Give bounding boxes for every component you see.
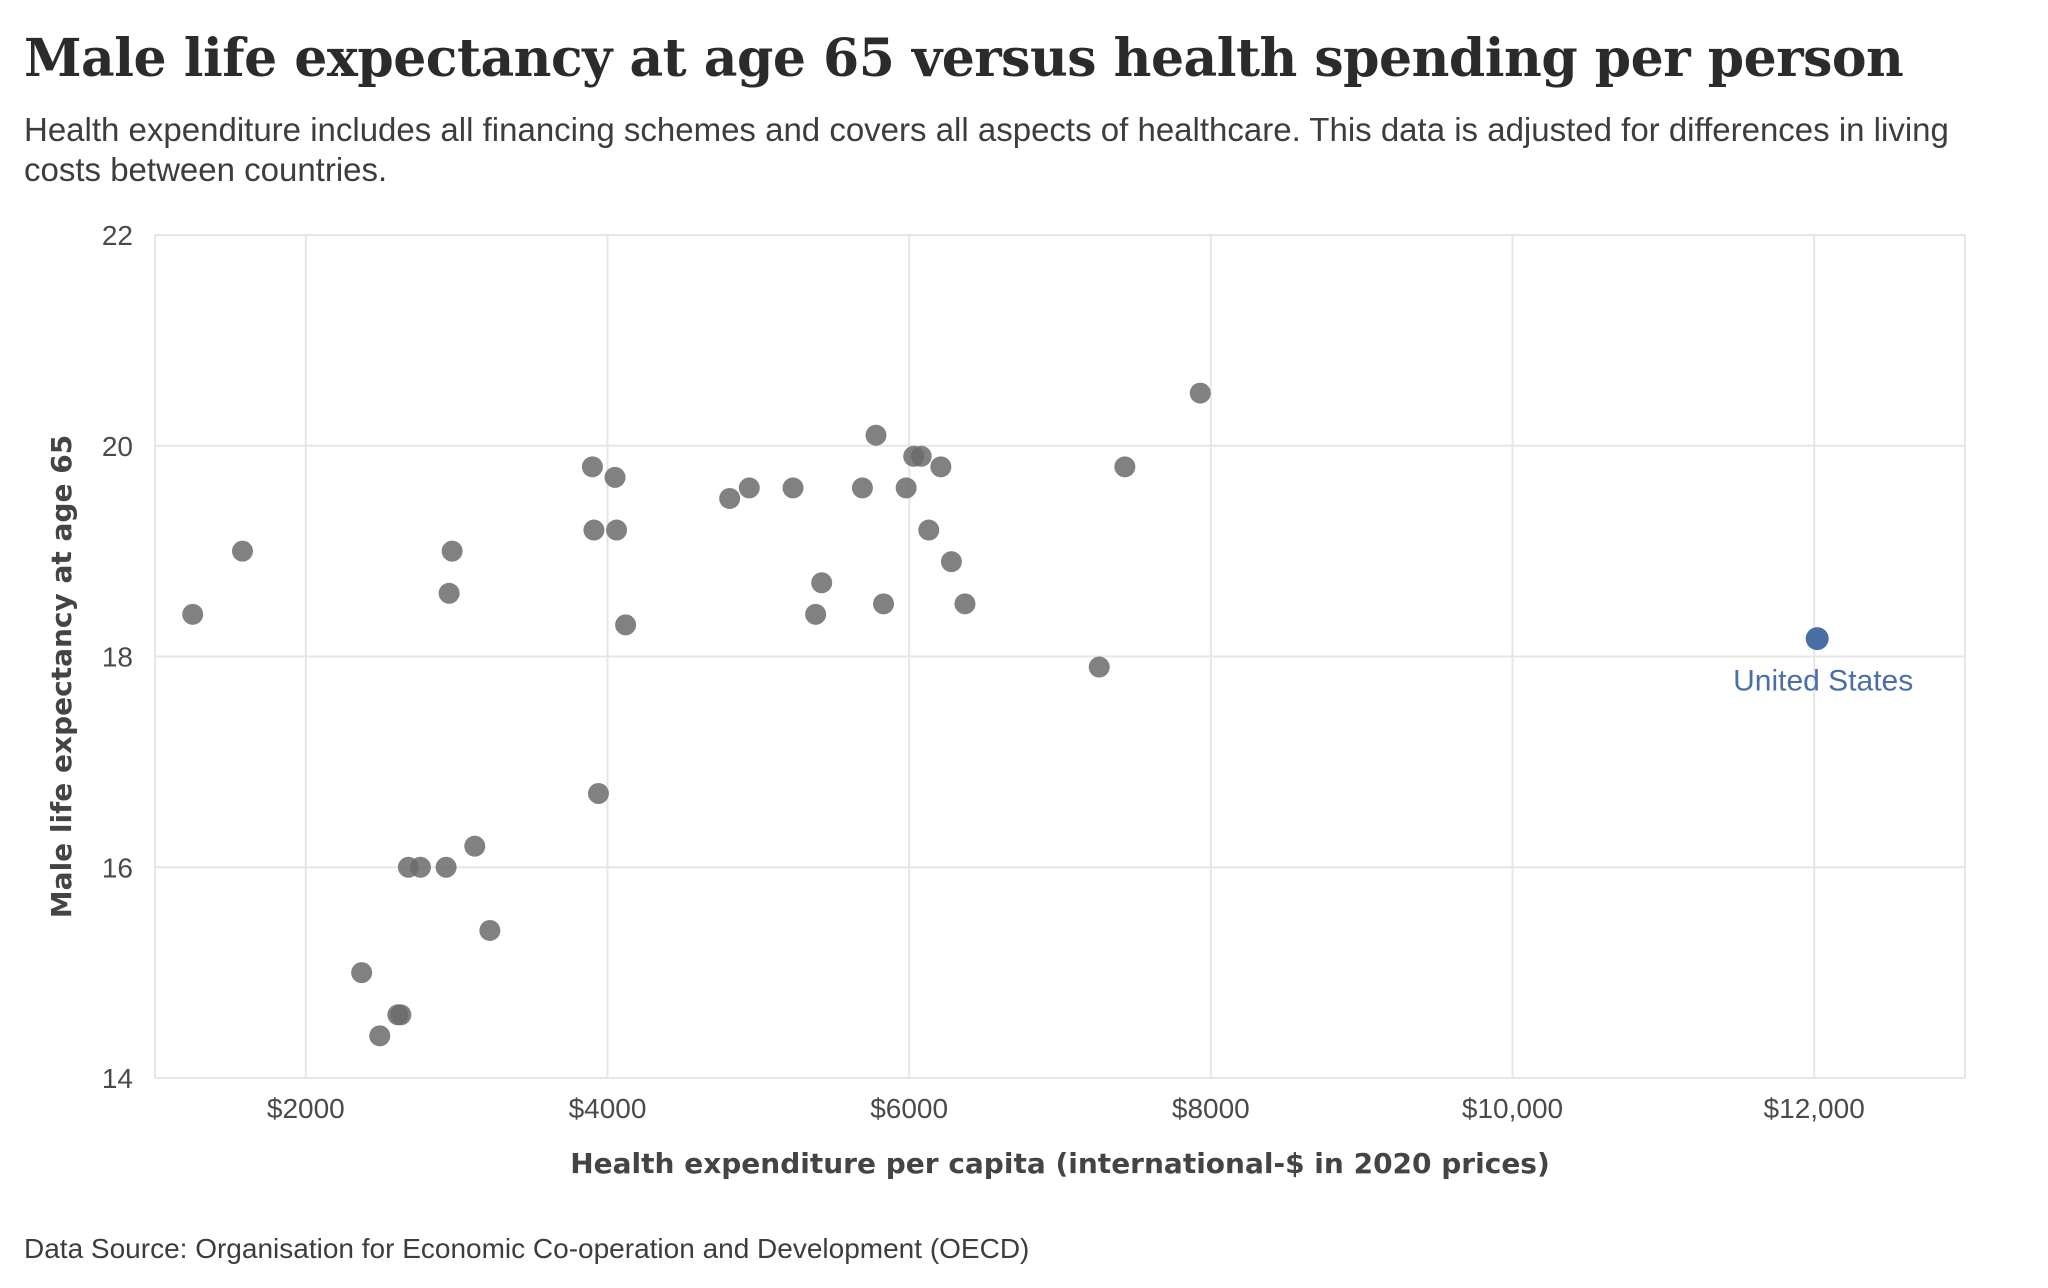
y-axis-title: Male life expectancy at age 65 xyxy=(45,435,78,918)
data-point[interactable] xyxy=(587,782,609,804)
data-point[interactable] xyxy=(873,593,895,615)
point-label: United States xyxy=(1733,665,1913,698)
data-point[interactable] xyxy=(581,456,603,478)
axis-ticks: 14 16 18 20 22 $2000 $4000 $6000 $8000 $10,000 $12… xyxy=(102,220,1865,1124)
x-axis-title: Health expenditure per capita (internati… xyxy=(570,1147,1550,1180)
data-point[interactable] xyxy=(441,540,463,562)
scatter-chart: 14 16 18 20 22 $2000 $4000 $6000 $8000 $10,000 $12… xyxy=(45,220,1966,1180)
y-tick-label: 14 xyxy=(102,1063,133,1094)
data-point[interactable] xyxy=(895,477,917,499)
data-point[interactable] xyxy=(369,1025,391,1047)
chart-subtitle: Health expenditure includes all financin… xyxy=(24,111,1949,188)
data-source: Data Source: Organisation for Economic C… xyxy=(24,1233,1030,1264)
y-tick-label: 20 xyxy=(102,431,133,462)
y-tick-label: 18 xyxy=(102,642,133,673)
x-tick-label: $6000 xyxy=(870,1093,948,1124)
data-point[interactable] xyxy=(615,614,637,636)
data-point[interactable] xyxy=(805,603,827,625)
data-points: United States xyxy=(182,382,1913,1047)
x-tick-label: $12,000 xyxy=(1764,1093,1865,1124)
data-point[interactable] xyxy=(182,603,204,625)
highlight-point[interactable] xyxy=(1805,627,1829,651)
data-point[interactable] xyxy=(231,540,253,562)
x-tick-label: $10,000 xyxy=(1462,1093,1563,1124)
y-tick-label: 22 xyxy=(102,220,133,251)
data-point[interactable] xyxy=(738,477,760,499)
data-point[interactable] xyxy=(390,1004,412,1026)
data-point[interactable] xyxy=(479,919,501,941)
data-point[interactable] xyxy=(351,962,373,984)
data-point[interactable] xyxy=(604,466,626,488)
data-point[interactable] xyxy=(782,477,804,499)
data-point[interactable] xyxy=(438,582,460,604)
data-point[interactable] xyxy=(583,519,605,541)
x-tick-label: $2000 xyxy=(267,1093,345,1124)
data-point[interactable] xyxy=(954,593,976,615)
data-point[interactable] xyxy=(918,519,940,541)
chart-title: Male life expectancy at age 65 versus he… xyxy=(24,28,1904,89)
data-point[interactable] xyxy=(435,856,457,878)
data-point[interactable] xyxy=(409,856,431,878)
data-point[interactable] xyxy=(811,572,833,594)
data-point[interactable] xyxy=(1189,382,1211,404)
x-tick-label: $8000 xyxy=(1172,1093,1250,1124)
data-point[interactable] xyxy=(719,487,741,509)
x-tick-label: $4000 xyxy=(569,1093,647,1124)
data-point[interactable] xyxy=(464,835,486,857)
grid-lines xyxy=(154,234,1966,1079)
data-point[interactable] xyxy=(1114,456,1136,478)
y-tick-label: 16 xyxy=(102,852,133,883)
data-point[interactable] xyxy=(865,424,887,446)
data-point[interactable] xyxy=(940,551,962,573)
data-point[interactable] xyxy=(910,445,932,467)
data-point[interactable] xyxy=(851,477,873,499)
data-point[interactable] xyxy=(606,519,628,541)
data-point[interactable] xyxy=(930,456,952,478)
data-point[interactable] xyxy=(1088,656,1110,678)
